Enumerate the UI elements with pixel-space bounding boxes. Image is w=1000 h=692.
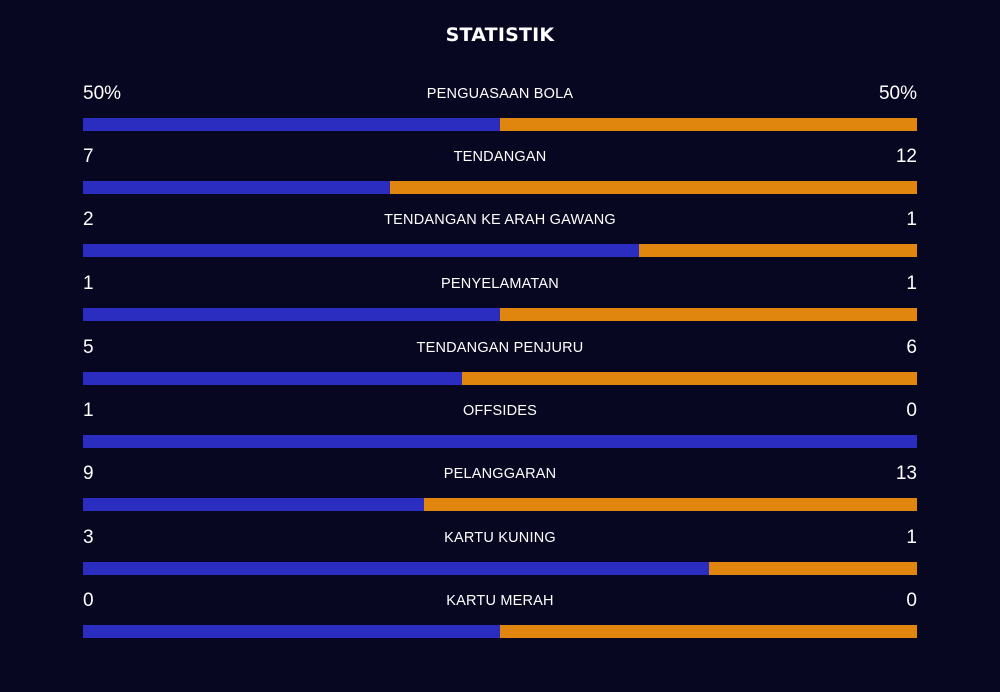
home-value: 1 — [83, 273, 94, 294]
home-bar-fill — [83, 181, 390, 194]
stat-values: 3 KARTU KUNING 1 — [83, 526, 917, 550]
home-value: 1 — [83, 400, 94, 421]
away-value: 6 — [906, 337, 917, 358]
home-bar-fill — [83, 308, 500, 321]
stat-values: 1 PENYELAMATAN 1 — [83, 272, 917, 296]
away-value: 13 — [895, 463, 917, 484]
home-bar-fill — [83, 562, 709, 575]
stat-values: 7 TENDANGAN 12 — [83, 145, 917, 169]
away-value: 1 — [906, 527, 917, 548]
stat-bar — [83, 308, 917, 321]
stat-values: 5 TENDANGAN PENJURU 6 — [83, 336, 917, 360]
stat-bar — [83, 435, 917, 448]
stat-bar — [83, 181, 917, 194]
stat-row-yellow-cards: 3 KARTU KUNING 1 — [83, 526, 917, 586]
stat-bar — [83, 244, 917, 257]
home-bar-fill — [83, 244, 640, 257]
stat-label: PENYELAMATAN — [441, 276, 559, 292]
stat-bar — [83, 498, 917, 511]
home-value: 50% — [83, 83, 122, 104]
stat-row-red-cards: 0 KARTU MERAH 0 — [83, 589, 917, 649]
home-value: 5 — [83, 337, 94, 358]
home-bar-fill — [83, 118, 500, 131]
stat-values: 1 OFFSIDES 0 — [83, 399, 917, 423]
home-bar-fill — [83, 372, 463, 385]
stat-row-corners: 5 TENDANGAN PENJURU 6 — [83, 336, 917, 396]
away-value: 1 — [906, 273, 917, 294]
stat-values: 2 TENDANGAN KE ARAH GAWANG 1 — [83, 208, 917, 232]
home-bar-fill — [83, 498, 425, 511]
stat-row-offsides: 1 OFFSIDES 0 — [83, 399, 917, 459]
stat-row-fouls: 9 PELANGGARAN 13 — [83, 462, 917, 522]
stat-row-ball-possession: 50% PENGUASAAN BOLA 50% — [83, 82, 917, 142]
stat-label: OFFSIDES — [462, 403, 538, 419]
home-value: 7 — [83, 146, 94, 167]
away-value: 1 — [906, 209, 917, 230]
stat-row-shots: 7 TENDANGAN 12 — [83, 145, 917, 205]
stat-values: 9 PELANGGARAN 13 — [83, 462, 917, 486]
stat-row-saves: 1 PENYELAMATAN 1 — [83, 272, 917, 332]
stat-bar — [83, 372, 917, 385]
home-bar-fill — [83, 435, 917, 448]
away-value: 0 — [906, 590, 917, 611]
stat-row-shots-on-target: 2 TENDANGAN KE ARAH GAWANG 1 — [83, 208, 917, 268]
stat-values: 0 KARTU MERAH 0 — [83, 589, 917, 613]
page-title: STATISTIK — [445, 24, 555, 46]
home-bar-fill — [83, 625, 500, 638]
stat-label: PENGUASAAN BOLA — [426, 86, 574, 102]
stat-bar — [83, 562, 917, 575]
stat-label: TENDANGAN KE ARAH GAWANG — [384, 212, 616, 228]
stat-bar — [83, 118, 917, 131]
home-value: 2 — [83, 209, 94, 230]
stat-label: PELANGGARAN — [443, 466, 557, 482]
stat-label: TENDANGAN PENJURU — [416, 340, 584, 356]
away-value: 12 — [895, 146, 917, 167]
stat-bar — [83, 625, 917, 638]
away-value: 0 — [906, 400, 917, 421]
stat-label: KARTU MERAH — [446, 593, 554, 609]
home-value: 9 — [83, 463, 94, 484]
stat-values: 50% PENGUASAAN BOLA 50% — [83, 82, 917, 106]
home-value: 0 — [83, 590, 94, 611]
stat-label: KARTU KUNING — [444, 530, 556, 546]
away-value: 50% — [878, 83, 917, 104]
home-value: 3 — [83, 527, 94, 548]
stat-label: TENDANGAN — [453, 149, 547, 165]
